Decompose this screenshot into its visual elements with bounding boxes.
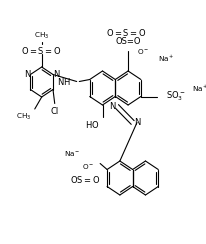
Text: $\mathsf{CH_3}$: $\mathsf{CH_3}$ bbox=[34, 31, 49, 41]
Text: $\mathsf{NH}$: $\mathsf{NH}$ bbox=[57, 76, 71, 87]
Text: $\mathsf{O^-}$: $\mathsf{O^-}$ bbox=[137, 47, 149, 55]
Text: $\mathsf{HO}$: $\mathsf{HO}$ bbox=[85, 120, 99, 131]
Text: N: N bbox=[53, 70, 60, 79]
Text: $\mathsf{CH_3}$: $\mathsf{CH_3}$ bbox=[16, 112, 31, 122]
Text: $\mathsf{Na^+}$: $\mathsf{Na^+}$ bbox=[158, 54, 175, 64]
Text: $\mathsf{Na^-}$: $\mathsf{Na^-}$ bbox=[64, 149, 81, 158]
Text: N: N bbox=[134, 118, 140, 127]
Text: $\mathsf{O^-}$: $\mathsf{O^-}$ bbox=[82, 162, 94, 171]
Text: N: N bbox=[110, 102, 116, 111]
Text: OS=O: OS=O bbox=[115, 37, 141, 45]
Text: Cl: Cl bbox=[51, 107, 59, 116]
Text: $\mathsf{Na^+}$: $\mathsf{Na^+}$ bbox=[192, 83, 206, 94]
Text: N: N bbox=[24, 70, 30, 79]
Text: $\mathsf{O=S=O}$: $\mathsf{O=S=O}$ bbox=[21, 44, 62, 55]
Text: $\mathsf{O=S=O}$: $\mathsf{O=S=O}$ bbox=[106, 28, 147, 39]
Text: $\mathsf{SO_3^-}$: $\mathsf{SO_3^-}$ bbox=[166, 90, 185, 103]
Text: $\mathsf{OS=O}$: $\mathsf{OS=O}$ bbox=[70, 174, 101, 185]
